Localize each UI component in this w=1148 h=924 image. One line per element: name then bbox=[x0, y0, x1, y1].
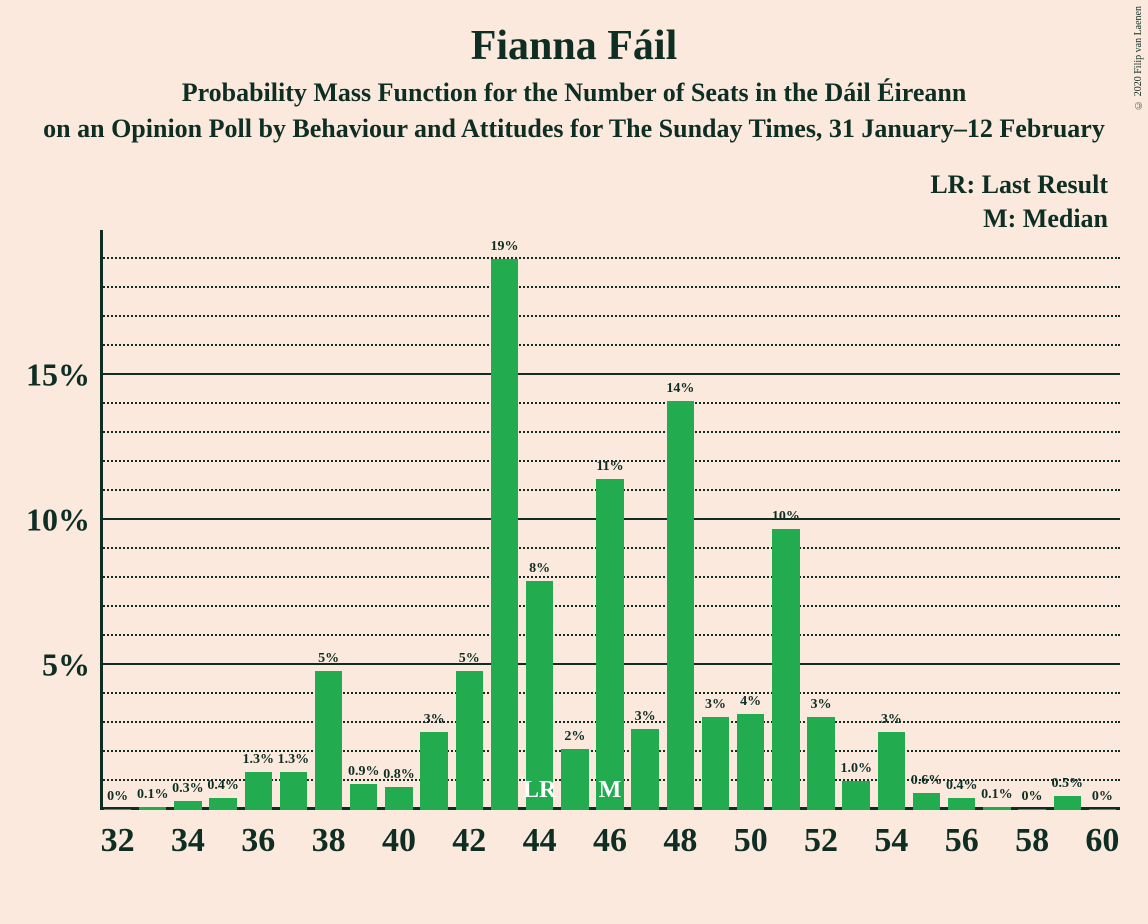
bar-value-label: 19% bbox=[490, 239, 518, 255]
bar-value-label: 4% bbox=[740, 694, 761, 710]
bar-value-label: 0.1% bbox=[137, 787, 169, 803]
bar: 0.9% bbox=[350, 784, 377, 810]
x-tick-label: 42 bbox=[452, 822, 486, 860]
bar: 5% bbox=[315, 671, 342, 810]
bar-value-label: 10% bbox=[772, 509, 800, 525]
bar: 3% bbox=[807, 717, 834, 810]
bar: 3% bbox=[702, 717, 729, 810]
x-tick-label: 48 bbox=[663, 822, 697, 860]
bar-value-label: 2% bbox=[564, 729, 585, 745]
bar: 1.3% bbox=[245, 772, 272, 810]
title-main: Fianna Fáil bbox=[0, 22, 1148, 70]
title-source: on an Opinion Poll by Behaviour and Atti… bbox=[0, 114, 1148, 144]
bar: 0% bbox=[104, 809, 131, 810]
bar: 0% bbox=[1018, 809, 1045, 810]
x-tick-label: 38 bbox=[312, 822, 346, 860]
bar-value-label: 3% bbox=[811, 697, 832, 713]
bar-value-label: 0% bbox=[107, 789, 128, 805]
bar-marker: M bbox=[599, 777, 622, 804]
bar-value-label: 11% bbox=[596, 459, 623, 475]
x-tick-label: 36 bbox=[241, 822, 275, 860]
bar-value-label: 0.3% bbox=[172, 781, 204, 797]
bar: 5% bbox=[456, 671, 483, 810]
bar: 11%M bbox=[596, 479, 623, 810]
bar-value-label: 3% bbox=[881, 712, 902, 728]
bar: 3% bbox=[631, 729, 658, 810]
bar: 19% bbox=[491, 259, 518, 810]
bar: 0.5% bbox=[1054, 796, 1081, 811]
bar: 0.1% bbox=[139, 807, 166, 810]
bar-value-label: 0.4% bbox=[946, 778, 978, 794]
bar: 3% bbox=[420, 732, 447, 810]
bar-value-label: 0.1% bbox=[981, 787, 1013, 803]
bar-value-label: 5% bbox=[459, 651, 480, 667]
copyright-text: © 2020 Filip van Laenen bbox=[1133, 6, 1144, 110]
x-tick-label: 34 bbox=[171, 822, 205, 860]
bar-value-label: 0.8% bbox=[383, 767, 415, 783]
bar-value-label: 0.4% bbox=[207, 778, 239, 794]
x-tick-label: 50 bbox=[734, 822, 768, 860]
legend-lr: LR: Last Result bbox=[930, 170, 1108, 200]
bar: 1.3% bbox=[280, 772, 307, 810]
bar: 4% bbox=[737, 714, 764, 810]
bar-value-label: 3% bbox=[424, 712, 445, 728]
bar: 2% bbox=[561, 749, 588, 810]
bar-value-label: 5% bbox=[318, 651, 339, 667]
bar-value-label: 0% bbox=[1092, 789, 1113, 805]
x-tick-label: 56 bbox=[945, 822, 979, 860]
bar: 1.0% bbox=[842, 781, 869, 810]
bar: 0.8% bbox=[385, 787, 412, 810]
x-tick-label: 60 bbox=[1085, 822, 1119, 860]
bar: 8%LR bbox=[526, 581, 553, 810]
bar: 0.4% bbox=[948, 798, 975, 810]
bar-value-label: 0.9% bbox=[348, 764, 380, 780]
y-tick-label: 10% bbox=[26, 502, 90, 539]
bar-value-label: 0.5% bbox=[1051, 776, 1083, 792]
bar-value-label: 1.3% bbox=[278, 752, 310, 768]
bar-value-label: 3% bbox=[705, 697, 726, 713]
x-tick-label: 32 bbox=[101, 822, 135, 860]
bar: 0.6% bbox=[913, 793, 940, 810]
bar-value-label: 1.0% bbox=[840, 761, 872, 777]
bar: 14% bbox=[667, 401, 694, 810]
x-tick-label: 46 bbox=[593, 822, 627, 860]
x-tick-label: 54 bbox=[874, 822, 908, 860]
bar-marker: LR bbox=[523, 777, 556, 804]
y-tick-label: 15% bbox=[26, 357, 90, 394]
x-tick-label: 40 bbox=[382, 822, 416, 860]
chart-plot-area: 0%0.1%0.3%0.4%1.3%1.3%5%0.9%0.8%3%5%19%8… bbox=[100, 230, 1120, 810]
bar: 10% bbox=[772, 529, 799, 810]
title-sub: Probability Mass Function for the Number… bbox=[0, 78, 1148, 108]
bar-value-label: 0.6% bbox=[911, 773, 943, 789]
chart-titles: Fianna Fáil Probability Mass Function fo… bbox=[0, 0, 1148, 144]
bar: 0.1% bbox=[983, 807, 1010, 810]
legend: LR: Last Result M: Median bbox=[930, 170, 1108, 238]
bar: 0.4% bbox=[209, 798, 236, 810]
x-tick-label: 52 bbox=[804, 822, 838, 860]
bar-value-label: 1.3% bbox=[243, 752, 275, 768]
bar-value-label: 8% bbox=[529, 561, 550, 577]
x-tick-label: 44 bbox=[523, 822, 557, 860]
bar: 3% bbox=[878, 732, 905, 810]
bar-value-label: 14% bbox=[666, 381, 694, 397]
y-tick-label: 5% bbox=[42, 647, 90, 684]
bar: 0% bbox=[1089, 809, 1116, 810]
bar: 0.3% bbox=[174, 801, 201, 810]
bar-value-label: 3% bbox=[635, 709, 656, 725]
bars-container: 0%0.1%0.3%0.4%1.3%1.3%5%0.9%0.8%3%5%19%8… bbox=[100, 230, 1120, 810]
bar-value-label: 0% bbox=[1022, 789, 1043, 805]
x-tick-label: 58 bbox=[1015, 822, 1049, 860]
